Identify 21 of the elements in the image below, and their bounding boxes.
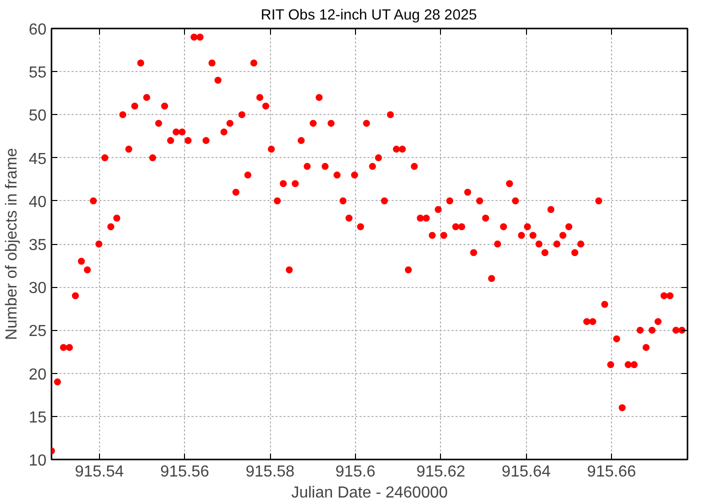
y-tick-label: 55 xyxy=(28,64,47,82)
chart-title: RIT Obs 12-inch UT Aug 28 2025 xyxy=(260,8,477,24)
y-tick-label: 30 xyxy=(28,280,47,298)
x-tick-label: 915.62 xyxy=(416,464,466,480)
y-tick-label: 10 xyxy=(28,452,47,470)
y-tick-label: 50 xyxy=(28,108,47,125)
x-tick-label: 915.56 xyxy=(160,464,210,480)
x-axis-title: Julian Date - 2460000 xyxy=(291,484,448,502)
y-tick-label: 20 xyxy=(28,366,47,384)
x-tick-label: 915.66 xyxy=(587,464,636,480)
y-tick-label: 60 xyxy=(28,22,47,38)
y-tick-label: 45 xyxy=(28,150,47,168)
x-tick-label: 915.6 xyxy=(335,464,376,480)
x-tick-label: 915.64 xyxy=(502,464,551,480)
y-tick-label: 35 xyxy=(28,237,47,254)
x-tick-label: 915.58 xyxy=(246,464,295,480)
y-tick-label: 25 xyxy=(28,323,47,340)
y-tick-label: 40 xyxy=(28,194,47,211)
y-tick-label: 15 xyxy=(28,409,47,426)
y-axis-title: Number of objects in frame xyxy=(4,148,21,340)
x-tick-label: 915.54 xyxy=(74,464,124,480)
